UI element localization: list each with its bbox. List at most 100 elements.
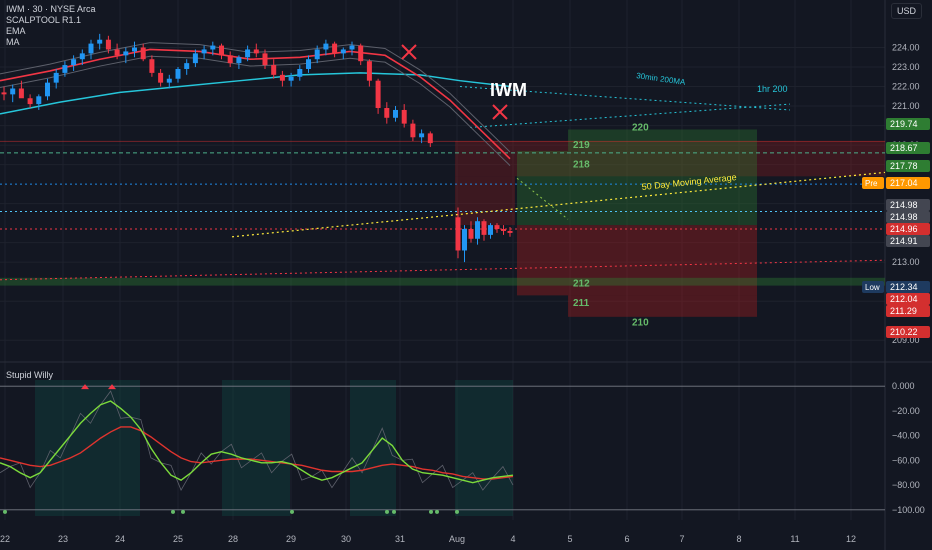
indicator-panel: 0.000 −20.00 −40.00 −60.00 −80.00 −100.00 (0, 380, 925, 516)
price-label-text: 212.34 (890, 282, 918, 292)
ema-band-lower (0, 55, 511, 166)
indicator-label-ma[interactable]: MA (6, 37, 20, 47)
candle-body (488, 225, 493, 235)
candle-body (384, 108, 390, 118)
price-label: 211.29 (886, 305, 930, 317)
candle-body (219, 45, 224, 56)
candle-body (271, 65, 277, 75)
level-annotation: 211 (573, 298, 590, 309)
time-tick: Aug (449, 534, 465, 544)
currency-button[interactable]: USD (890, 3, 922, 19)
stop-zone (517, 225, 757, 296)
price-label-box (886, 223, 930, 235)
price-label-tag-text: Low (865, 283, 880, 292)
signal-dot (429, 509, 433, 514)
indicator-title[interactable]: Stupid Willy (6, 370, 54, 380)
candle-body (114, 49, 120, 56)
price-label-text: 217.78 (890, 161, 918, 171)
price-label-box (886, 211, 930, 223)
price-label: 212.04 (886, 293, 930, 305)
signal-dot (171, 509, 175, 514)
candle-body (419, 133, 425, 138)
price-candles[interactable] (1, 33, 513, 263)
price-axis[interactable]: 224.00223.00222.00221.00220.00219.00218.… (862, 43, 930, 346)
price-label-box (886, 326, 930, 338)
candle-body (366, 61, 372, 81)
price-label-tag (862, 281, 884, 293)
candle-body (227, 55, 233, 64)
target-arrow-line (516, 177, 569, 220)
candle-body (507, 230, 513, 233)
upper-target-zone (568, 129, 757, 151)
candle-body (375, 80, 381, 109)
ticker-label: IWM (490, 80, 527, 100)
chart-legend: IWM · 30 · NYSE Arca SCALPTOOL R1.1 EMA … (6, 4, 96, 48)
indicator-label-scalptool[interactable]: SCALPTOOL R1.1 (6, 15, 82, 25)
price-label-box (886, 142, 930, 154)
candle-body (184, 63, 190, 69)
fast-ema-line (0, 48, 511, 160)
price-tick: 224.00 (892, 43, 920, 53)
candle-body (349, 45, 355, 50)
price-label: 214.98 (886, 211, 930, 223)
price-label-box (886, 293, 930, 305)
price-label-text: 214.96 (890, 224, 918, 234)
candle-body (105, 39, 111, 50)
price-label: 214.91 (886, 235, 930, 247)
time-tick: 5 (567, 534, 572, 544)
time-tick: 12 (846, 534, 856, 544)
price-tick: 221.00 (892, 101, 920, 111)
time-tick: 4 (510, 534, 515, 544)
fifty-day-ma-line (231, 171, 886, 238)
candle-body (401, 109, 407, 124)
candle-body (279, 74, 285, 81)
price-label-text: 212.04 (890, 294, 918, 304)
price-label: 219.74 (886, 118, 930, 130)
indicator-label-ema[interactable]: EMA (6, 26, 26, 36)
candle-body (462, 229, 467, 251)
candle-body (455, 217, 461, 251)
time-tick: 31 (395, 534, 405, 544)
candle-body (88, 43, 94, 54)
price-label-tag (862, 177, 884, 189)
price-label: 217.78 (886, 160, 930, 172)
candle-body (314, 49, 320, 60)
price-label-box (886, 305, 930, 317)
candle-body (45, 82, 50, 97)
candle-body (132, 47, 137, 52)
candle-body (481, 221, 487, 235)
time-tick: 8 (736, 534, 741, 544)
candle-body (10, 88, 16, 95)
candle-body (297, 68, 303, 77)
price-tick: 223.00 (892, 62, 920, 72)
price-label-text: 214.98 (890, 212, 918, 222)
price-label-tag-text: Pre (865, 179, 878, 188)
indicator-tick: −80.00 (892, 480, 920, 490)
candle-body (501, 229, 506, 231)
candle-body (192, 53, 198, 64)
price-tick: 209.00 (892, 335, 920, 345)
level-annotation: 220 (632, 123, 649, 134)
candle-body (306, 59, 311, 69)
candle-body (71, 59, 77, 66)
symbol-title[interactable]: IWM · 30 · NYSE Arca (6, 4, 96, 14)
price-label-text: 210.22 (890, 327, 918, 337)
x-mark-icon (401, 44, 417, 60)
signal-marker (108, 384, 116, 390)
time-tick: 6 (624, 534, 629, 544)
price-label-box (886, 199, 930, 211)
x-mark-icon (492, 104, 508, 120)
price-tick: 222.00 (892, 82, 920, 92)
signal-dot (392, 509, 396, 514)
signal-dot (455, 509, 459, 514)
candle-body (410, 123, 416, 138)
time-axis[interactable]: 22 23 24 25 28 29 30 31 Aug 4 5 6 7 8 11 12 (0, 534, 856, 544)
lower-stop-zone (568, 295, 757, 317)
time-tick: 23 (58, 534, 68, 544)
time-tick: 28 (228, 534, 238, 544)
indicator-tick: −40.00 (892, 431, 920, 441)
hour-200-line (469, 103, 791, 129)
